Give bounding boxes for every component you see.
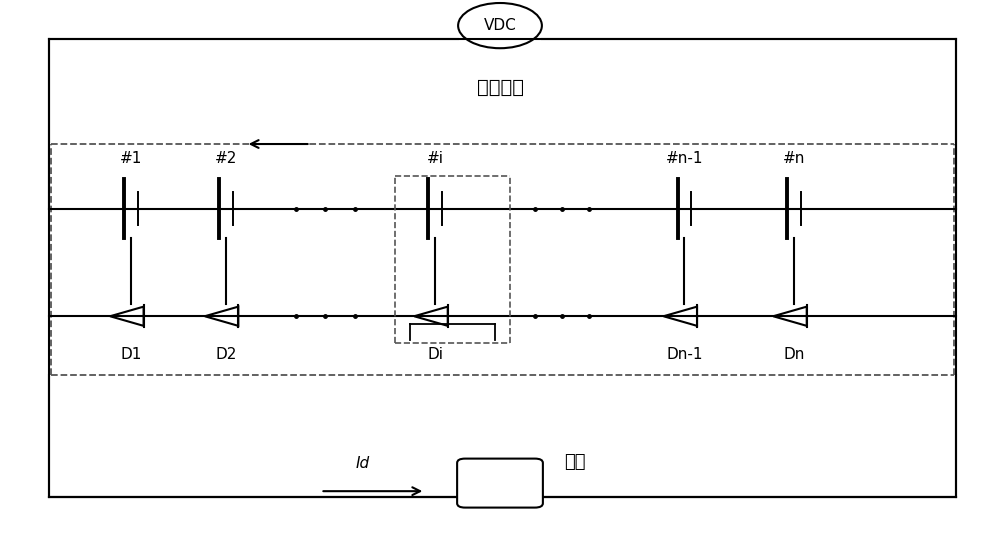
Bar	[49, 39, 956, 497]
Text: #n-1: #n-1	[666, 150, 703, 166]
Text: #i: #i	[427, 150, 444, 166]
Text: Id: Id	[356, 456, 370, 471]
Text: 充电电源: 充电电源	[477, 78, 524, 97]
Text: #n: #n	[783, 150, 805, 166]
Text: D2: D2	[215, 347, 236, 362]
Text: Dn-1: Dn-1	[666, 347, 703, 362]
Text: #1: #1	[120, 150, 142, 166]
FancyBboxPatch shape	[457, 459, 543, 507]
Text: Dn: Dn	[783, 347, 805, 362]
Text: #2: #2	[215, 150, 237, 166]
Text: VDC: VDC	[484, 18, 516, 33]
Text: D1: D1	[120, 347, 142, 362]
Text: Di: Di	[427, 347, 443, 362]
Text: 负载: 负载	[564, 453, 586, 471]
